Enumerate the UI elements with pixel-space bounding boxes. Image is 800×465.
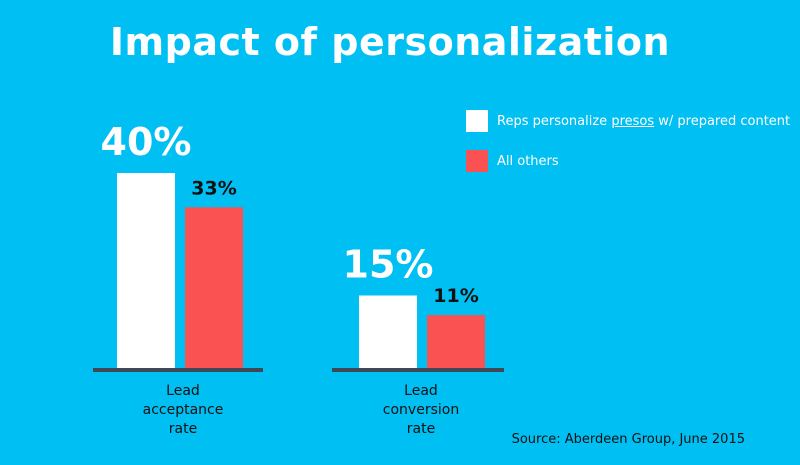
category-label-lead-acceptance: Lead acceptance rate (142, 383, 224, 437)
data-label-all-others: 33% (191, 177, 236, 199)
legend: Reps personalize presos w/ prepared cont… (466, 108, 790, 188)
legend-swatch-white (466, 110, 488, 132)
legend-label: All others (497, 153, 559, 169)
category-label-lead-conversion: Lead conversion rate (382, 383, 460, 437)
data-label-reps-personalize: 15% (343, 243, 434, 287)
source-note: Source: Aberdeen Group, June 2015 (511, 432, 745, 447)
legend-item-all-others: All others (466, 148, 790, 174)
legend-label: Reps personalize presos w/ prepared cont… (497, 113, 791, 129)
bar-all-others-conversion (427, 315, 485, 369)
bar-all-others-acceptance (185, 207, 243, 369)
legend-swatch-red (466, 150, 488, 172)
bar-reps-personalize-acceptance (117, 173, 175, 369)
data-label-reps-personalize: 40% (101, 120, 192, 164)
chart-title: Impact of personalization (109, 20, 671, 64)
legend-item-reps-personalize: Reps personalize presos w/ prepared cont… (466, 108, 790, 134)
bar-reps-personalize-conversion (359, 295, 417, 369)
data-label-all-others: 11% (433, 285, 478, 307)
